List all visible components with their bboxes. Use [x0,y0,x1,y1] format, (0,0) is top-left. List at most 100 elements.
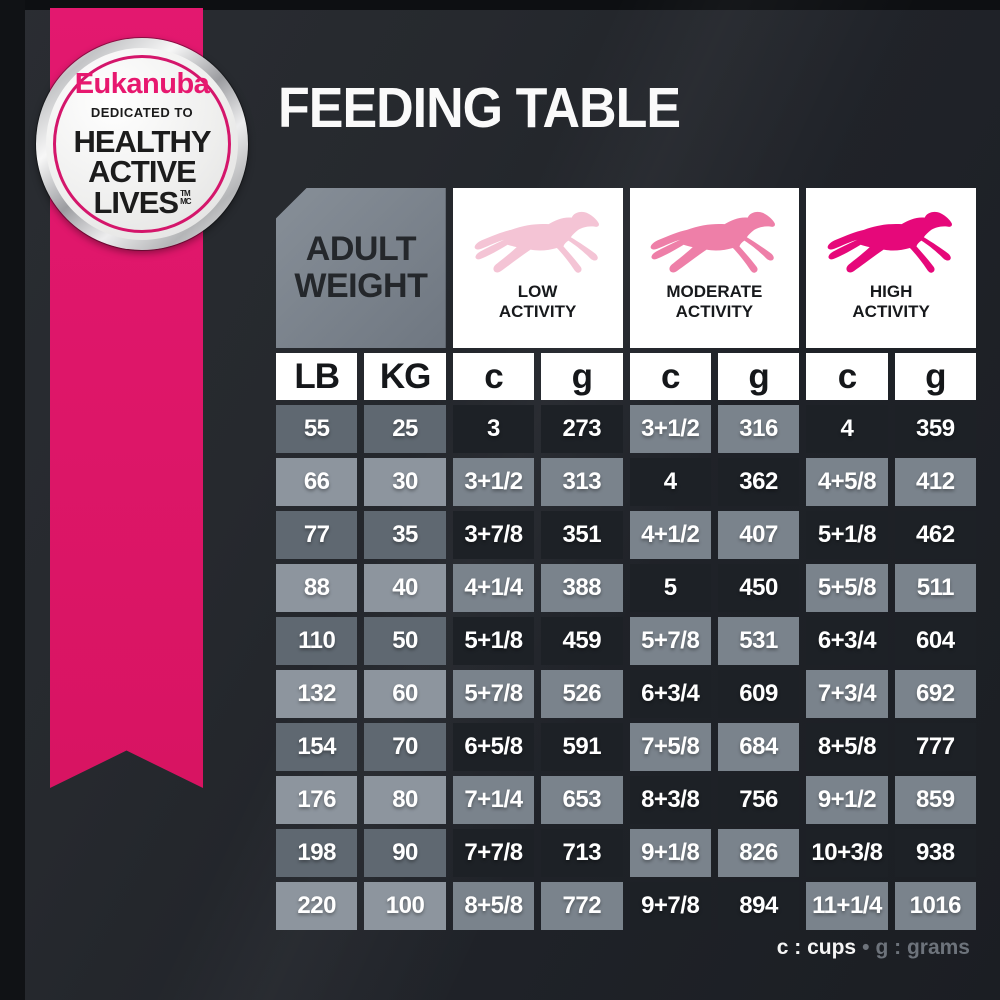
feed-amount-cell: 1016 [894,882,976,930]
left-black-border [0,0,25,1000]
feed-amount-cell: 604 [894,617,976,665]
brand-logo-text: Eukanuba [74,67,210,100]
feed-amount-cell: 6+3/4 [806,617,888,665]
weight-kg-cell: 35 [364,511,446,559]
feed-amount-cell: 273 [541,405,623,453]
unit-header-cell: g [894,353,976,400]
feed-amount-cell: 4 [806,405,888,453]
feed-amount-cell: 9+7/8 [629,882,711,930]
feed-amount-cell: 313 [541,458,623,506]
legend-separator-dot: • [862,936,870,959]
feed-amount-cell: 777 [894,723,976,771]
feed-amount-cell: 459 [541,617,623,665]
unit-header-cell: c [806,353,888,400]
feed-amount-cell: 4 [629,458,711,506]
feed-amount-cell: 462 [894,511,976,559]
feed-amount-cell: 407 [717,511,800,559]
feed-amount-cell: 7+5/8 [629,723,711,771]
unit-header-cell: g [717,353,800,400]
feed-amount-cell: 692 [894,670,976,718]
feed-amount-cell: 3+1/2 [629,405,711,453]
weight-lb-cell: 198 [276,829,358,877]
feed-amount-cell: 10+3/8 [806,829,888,877]
weight-lb-cell: 176 [276,776,358,824]
feed-amount-cell: 609 [717,670,800,718]
feed-amount-cell: 11+1/4 [806,882,888,930]
badge-line-healthy: HEALTHY [73,123,211,159]
feed-amount-cell: 5 [629,564,711,612]
weight-lb-cell: 77 [276,511,358,559]
low-activity-header: LOW ACTIVITY [452,188,623,348]
feed-amount-cell: 4+1/2 [629,511,711,559]
high-activity-label: HIGH ACTIVITY [852,282,930,322]
feed-amount-cell: 5+7/8 [452,670,535,718]
page-title: FEEDING TABLE [278,77,681,140]
feed-amount-cell: 4+1/4 [452,564,535,612]
weight-kg-cell: 30 [364,458,446,506]
high-activity-header: HIGH ACTIVITY [806,188,976,348]
feed-amount-cell: 5+7/8 [629,617,711,665]
feed-amount-cell: 859 [894,776,976,824]
feed-amount-cell: 9+1/2 [806,776,888,824]
running-dog-icon [474,211,599,273]
weight-kg-cell: 80 [364,776,446,824]
feed-amount-cell: 591 [541,723,623,771]
feed-amount-cell: 3+1/2 [452,458,535,506]
feed-amount-cell: 7+7/8 [452,829,535,877]
running-dog-icon [651,211,776,273]
weight-lb-cell: 132 [276,670,358,718]
weight-lb-cell: 88 [276,564,358,612]
unit-header-cell: c [452,353,535,400]
unit-header-cell: c [629,353,711,400]
weight-kg-cell: 40 [364,564,446,612]
adult-weight-header: ADULT WEIGHT [276,188,446,348]
feed-amount-cell: 316 [717,405,800,453]
badge-line-active: ACTIVE [88,154,197,190]
running-dog-icon [827,211,953,273]
brand-badge: Eukanuba DEDICATED TO HEALTHY ACTIVE LIV… [36,38,248,250]
weight-kg-cell: 70 [364,723,446,771]
badge-dedicated-text: DEDICATED TO [90,104,194,120]
feed-amount-cell: 412 [894,458,976,506]
moderate-activity-header: MODERATE ACTIVITY [629,188,800,348]
feed-amount-cell: 388 [541,564,623,612]
feed-amount-cell: 7+1/4 [452,776,535,824]
weight-lb-cell: 220 [276,882,358,930]
weight-lb-cell: 66 [276,458,358,506]
feed-amount-cell: 7+3/4 [806,670,888,718]
weight-lb-cell: 110 [276,617,358,665]
cups-legend: c : cups [776,936,857,959]
unit-header-cell: LB [276,353,358,400]
feed-amount-cell: 894 [717,882,800,930]
adult-weight-line2: WEIGHT [294,267,428,305]
feed-amount-cell: 359 [894,405,976,453]
weight-kg-cell: 90 [364,829,446,877]
feed-amount-cell: 4+5/8 [806,458,888,506]
feed-amount-cell: 684 [717,723,800,771]
feed-amount-cell: 772 [541,882,623,930]
feed-amount-cell: 450 [717,564,800,612]
feed-amount-cell: 756 [717,776,800,824]
grams-legend: g : grams [875,936,970,959]
feed-amount-cell: 653 [541,776,623,824]
top-black-border [0,0,1000,10]
units-legend: c : cups • g : grams [777,936,970,960]
feed-amount-cell: 511 [894,564,976,612]
weight-kg-cell: 100 [364,882,446,930]
feed-amount-cell: 3 [452,405,535,453]
feed-amount-cell: 5+1/8 [806,511,888,559]
feed-amount-cell: 8+3/8 [629,776,711,824]
feed-amount-cell: 351 [541,511,623,559]
feed-amount-cell: 526 [541,670,623,718]
feed-amount-cell: 6+5/8 [452,723,535,771]
unit-header-cell: KG [364,353,446,400]
feeding-table: ADULT WEIGHT LOW ACTIVITY MODERATE ACTIV… [276,188,976,930]
weight-lb-cell: 55 [276,405,358,453]
weight-kg-cell: 60 [364,670,446,718]
moderate-activity-label: MODERATE ACTIVITY [666,282,763,322]
feed-amount-cell: 713 [541,829,623,877]
feed-amount-cell: 5+1/8 [452,617,535,665]
feed-amount-cell: 8+5/8 [806,723,888,771]
feed-amount-cell: 8+5/8 [452,882,535,930]
feed-amount-cell: 5+5/8 [806,564,888,612]
